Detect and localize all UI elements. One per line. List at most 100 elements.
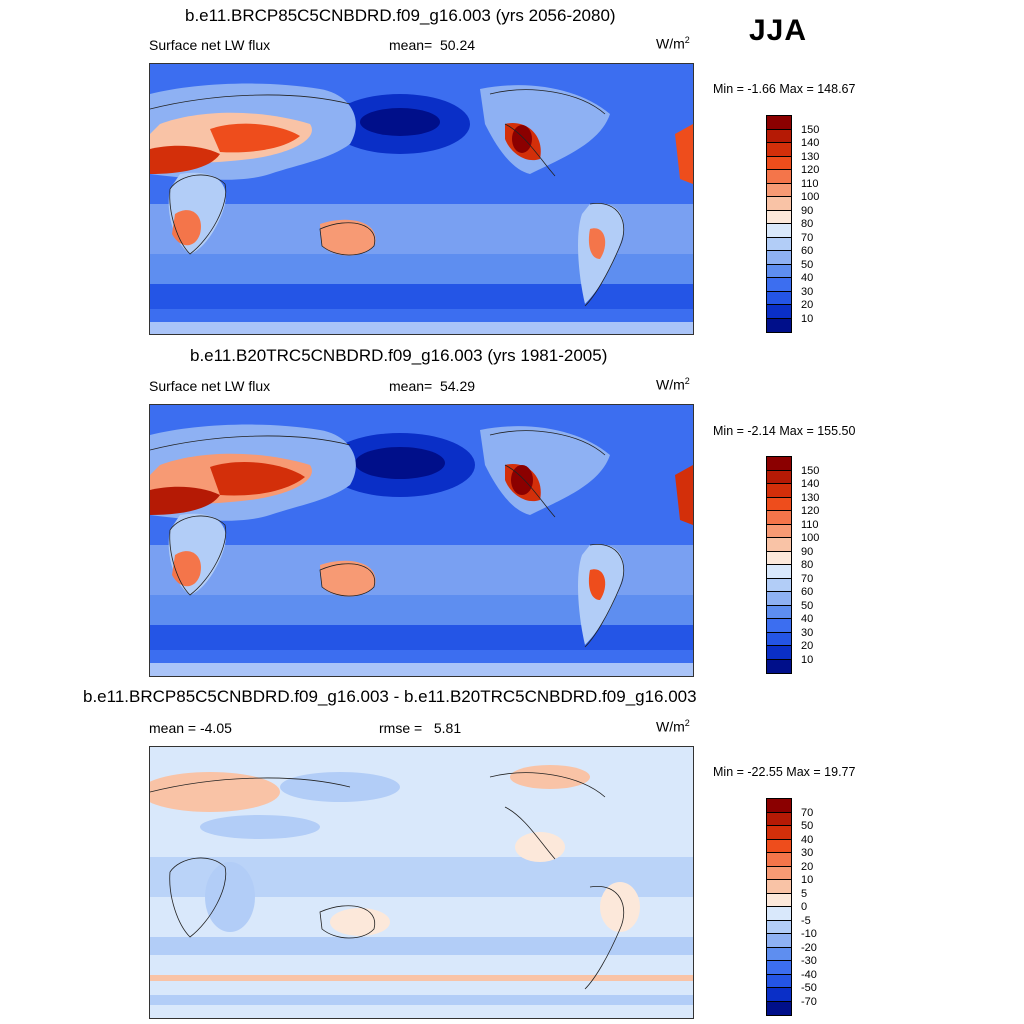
colorbar-tick-label: 130 [801,491,820,504]
colorbar-tick-label: 110 [801,177,819,190]
colorbar-tick-label: 30 [801,847,814,859]
colorbar-swatch [767,143,791,157]
colorbar-swatch [767,210,791,224]
colorbar-swatch [767,278,791,292]
colorbar-swatch [767,893,791,907]
panel3-map-field [150,747,693,1018]
colorbar-tick-label: 70 [801,231,814,244]
colorbar-tick-label: 20 [801,299,814,311]
colorbar-tick-label: 70 [801,806,814,819]
colorbar-swatch [767,251,791,265]
colorbar-swatch [767,974,791,988]
colorbar-swatch [767,305,791,319]
colorbar-tick-label: 30 [801,285,814,298]
colorbar-tick-label: -20 [801,941,817,954]
colorbar-swatch [767,1001,791,1015]
colorbar-swatch [767,839,791,853]
colorbar-tick-label: 50 [801,820,814,832]
colorbar-tick-label: -5 [801,914,811,927]
colorbar-tick-label: 150 [801,464,820,477]
colorbar-swatch [767,907,791,921]
colorbar-tick-label: 10 [801,874,814,886]
colorbar-tick-label: -70 [801,995,817,1008]
colorbar-swatch [767,484,791,498]
colorbar-tick-label: -10 [801,928,817,940]
colorbar-swatch [767,291,791,305]
colorbar-tick-label: 140 [801,137,820,149]
colorbar-tick-label: -30 [801,955,817,967]
panel3-mean: mean = -4.05 [149,720,232,736]
panel1-minmax: Min = -1.66 Max = 148.67 [713,82,856,96]
colorbar-swatch [767,605,791,619]
colorbar-swatch [767,947,791,961]
panel2-title: b.e11.B20TRC5CNBDRD.f09_g16.003 (yrs 198… [190,346,608,365]
colorbar-tick-label: 10 [801,312,814,325]
colorbar-tick-label: 70 [801,572,814,585]
colorbar-swatch [767,880,791,894]
colorbar-tick-label: 90 [801,204,814,217]
colorbar-tick-label: 130 [801,150,820,163]
colorbar-swatch [767,866,791,880]
panel2-units: W/m2 [656,376,690,393]
colorbar-swatch [767,920,791,934]
colorbar-swatch [767,619,791,633]
colorbar-tick-label: 120 [801,164,820,176]
panel1-colorbar [766,115,792,333]
colorbar-swatch [767,457,791,471]
panel3-units: W/m2 [656,718,690,735]
colorbar-tick-label: -50 [801,982,817,994]
colorbar-tick-label: 40 [801,272,814,284]
colorbar-swatch [767,578,791,592]
colorbar-swatch [767,183,791,197]
panel1-units: W/m2 [656,35,690,52]
panel3-colorbar [766,798,792,1016]
panel1-map [149,63,694,335]
colorbar-swatch [767,156,791,170]
colorbar-swatch [767,197,791,211]
colorbar-tick-label: 140 [801,478,820,490]
colorbar-tick-label: 50 [801,599,814,612]
colorbar-swatch [767,961,791,975]
colorbar-tick-label: 0 [801,901,808,913]
colorbar-swatch [767,934,791,948]
colorbar-swatch [767,632,791,646]
panel2-minmax: Min = -2.14 Max = 155.50 [713,424,856,438]
colorbar-swatch [767,170,791,184]
colorbar-tick-label: 110 [801,518,819,531]
colorbar-swatch [767,470,791,484]
colorbar-swatch [767,812,791,826]
colorbar-tick-label: 100 [801,191,820,203]
colorbar-tick-label: 90 [801,545,814,558]
panel2-map-field [150,405,693,676]
colorbar-swatch [767,497,791,511]
colorbar-swatch [767,524,791,538]
panel3-map [149,746,694,1019]
colorbar-tick-label: 120 [801,505,820,517]
colorbar-swatch [767,237,791,251]
colorbar-tick-label: 60 [801,245,814,257]
colorbar-tick-label: 5 [801,887,808,900]
panel3-title: b.e11.BRCP85C5CNBDRD.f09_g16.003 - b.e11… [83,687,697,706]
panel3-rmse: rmse = 5.81 [379,720,462,736]
panel2-mean: mean= 54.29 [389,378,476,394]
colorbar-tick-label: 50 [801,258,814,271]
colorbar-swatch [767,592,791,606]
colorbar-tick-label: 40 [801,613,814,625]
colorbar-swatch [767,659,791,673]
colorbar-swatch [767,565,791,579]
panel1-variable-label: Surface net LW flux [149,37,271,53]
season-label: JJA [749,14,808,47]
colorbar-swatch [767,646,791,660]
colorbar-swatch [767,853,791,867]
panel1-title: b.e11.BRCP85C5CNBDRD.f09_g16.003 (yrs 20… [185,6,616,25]
colorbar-swatch [767,826,791,840]
colorbar-swatch [767,538,791,552]
colorbar-swatch [767,551,791,565]
colorbar-swatch [767,511,791,525]
colorbar-tick-label: 150 [801,123,820,136]
colorbar-tick-label: 30 [801,626,814,639]
panel2-map [149,404,694,677]
colorbar-tick-label: 10 [801,653,814,666]
panel1-mean: mean= 50.24 [389,37,476,53]
colorbar-tick-label: 40 [801,833,814,846]
